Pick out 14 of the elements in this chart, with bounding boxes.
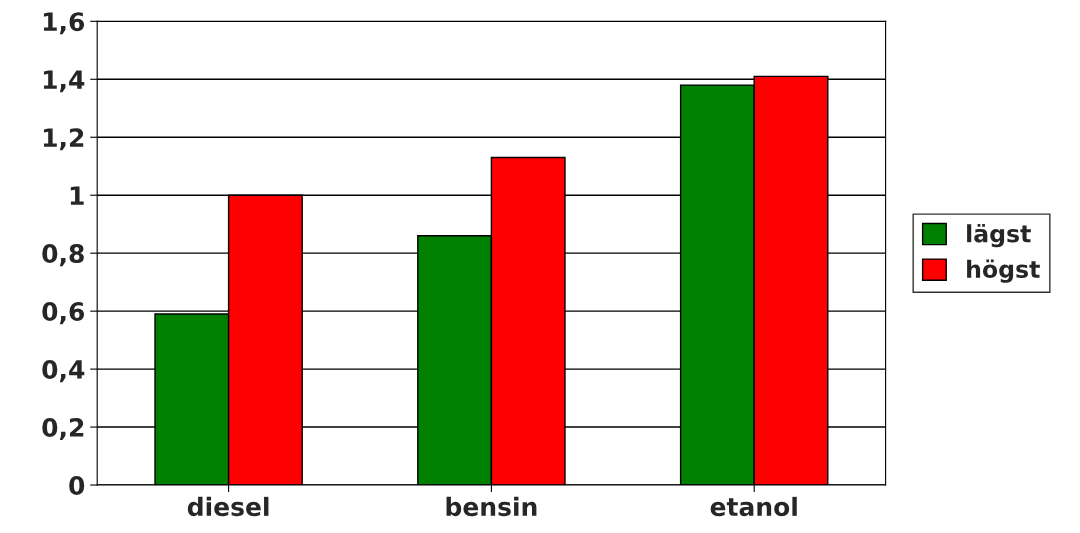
- x-tick-label: diesel: [187, 496, 269, 517]
- y-tick-label: 0: [69, 475, 85, 495]
- legend-label: högst: [967, 259, 1040, 283]
- y-tick-label: 1,6: [43, 12, 85, 35]
- y-tick-label: 0,8: [42, 244, 84, 267]
- x-tick-label: etanol: [710, 496, 797, 517]
- y-tick-label: 1,4: [43, 70, 85, 93]
- y-tick-label: 1: [70, 186, 84, 205]
- x-tick-label: bensin: [446, 496, 537, 517]
- y-tick-label: 0,6: [42, 302, 85, 325]
- y-tick-label: 0,2: [42, 418, 84, 441]
- y-tick-label: 1,2: [43, 128, 84, 151]
- legend-label: lägst: [967, 223, 1031, 248]
- y-tick-label: 0,4: [42, 360, 85, 383]
